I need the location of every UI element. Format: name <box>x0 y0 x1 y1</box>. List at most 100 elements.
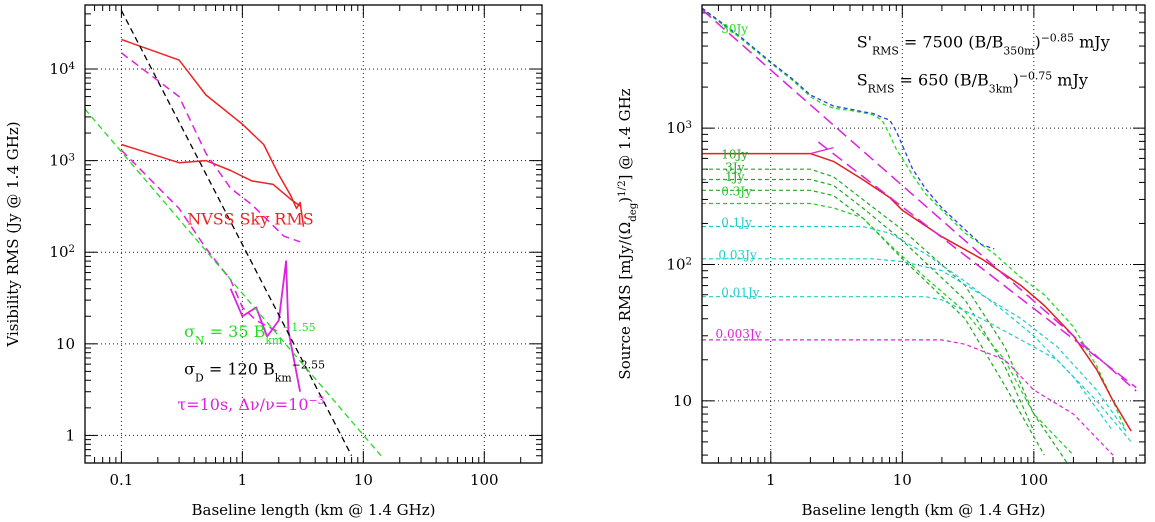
flux-level-label: 30Jy <box>721 22 748 36</box>
y-tick-label-exponent: 3 <box>686 120 692 131</box>
y-tick-label-base: 10 <box>49 60 68 78</box>
y-tick-label-base: 10 <box>56 335 75 353</box>
text-part: mJy <box>1052 71 1088 90</box>
y-axis-label: Visibility RMS (Jy @ 1.4 GHz) <box>4 121 22 347</box>
text-part: ) <box>1034 33 1040 52</box>
flux-level-label: 0.03Jy <box>718 248 757 262</box>
chart-annotation: σN = 35 Bkm−1.55 <box>184 321 316 347</box>
text-part: S <box>857 71 868 90</box>
series-line <box>85 108 382 457</box>
text-part: N <box>195 334 205 347</box>
y-tick-label: 103 <box>49 152 75 170</box>
x-tick-label: 1 <box>238 471 248 489</box>
x-tick-label: 1 <box>766 471 776 489</box>
text-part: S' <box>857 33 872 52</box>
y-tick-label-exponent: 2 <box>69 244 75 255</box>
x-tick-label: 10 <box>893 471 912 489</box>
x-axis-label: Baseline length (km @ 1.4 GHz) <box>802 501 1046 519</box>
flux-level-label: 10Jy <box>721 147 748 161</box>
text-part: = 35 B <box>205 322 266 341</box>
text-part: 350m <box>1003 44 1035 57</box>
series-line <box>702 9 1137 392</box>
series-line <box>702 7 995 250</box>
x-tick-label: 100 <box>1020 471 1049 489</box>
y-tick-label-exponent: 4 <box>69 61 75 72</box>
flux-level-label: 0.01Jy <box>721 286 760 300</box>
series-group <box>85 10 382 457</box>
series-line <box>702 225 1114 432</box>
series-line <box>120 52 301 243</box>
text-part: −0.75 <box>1019 69 1052 82</box>
series-line <box>702 152 1132 432</box>
chart-annotation: SRMS = 650 (B/B3km)−0.75 mJy <box>857 69 1088 95</box>
text-part: ] @ 1.4 GHz <box>616 88 634 180</box>
chart-annotation: σD = 120 Bkm−2.55 <box>184 358 325 384</box>
series-line <box>702 339 1114 456</box>
text-part: km <box>275 371 293 384</box>
series-line <box>120 149 282 335</box>
series-line <box>229 260 301 392</box>
flux-level-label: 3Jy <box>725 161 744 175</box>
text-part: = 650 (B/B <box>894 71 988 90</box>
x-axis-label: Baseline length (km @ 1.4 GHz) <box>192 501 436 519</box>
y-tick-label-base: 10 <box>673 392 692 410</box>
flux-level-label: 1Jy <box>725 170 744 184</box>
text-part: D <box>195 371 204 384</box>
series-line <box>817 141 1137 389</box>
text-part: −2.55 <box>292 358 325 371</box>
text-part: 3km <box>989 82 1014 95</box>
chart-annotation: τ=10s, Δν/ν=10−3 <box>177 393 324 414</box>
series-line <box>121 38 305 227</box>
series-line <box>702 8 1127 432</box>
y-tick-label-exponent: 2 <box>686 256 692 267</box>
text-part: 1/2 <box>617 180 628 196</box>
text-part: σ <box>184 322 195 341</box>
series-line <box>810 146 834 155</box>
text-part: RMS <box>872 44 899 57</box>
y-tick-label: 10 <box>673 392 692 410</box>
y-tick-label: 10 <box>56 335 75 353</box>
y-tick-label: 104 <box>49 60 75 78</box>
text-part: km <box>265 334 283 347</box>
flux-level-label: 0.1Jy <box>721 215 752 229</box>
x-tick-label: 100 <box>470 471 499 489</box>
text-part: deg <box>628 202 639 222</box>
x-tick-label: 10 <box>354 471 373 489</box>
text-part: −1.55 <box>282 321 315 334</box>
y-tick-label-base: 10 <box>49 152 68 170</box>
series-group <box>702 7 1137 463</box>
series-line <box>702 258 1127 432</box>
text-part: mJy <box>1074 33 1110 52</box>
text-part: ) <box>616 197 634 203</box>
y-tick-label-base: 10 <box>666 255 685 273</box>
text-part: −0.85 <box>1041 31 1074 44</box>
y-tick-label-base: 10 <box>666 119 685 137</box>
series-line <box>702 168 1068 463</box>
series-line <box>702 202 1074 456</box>
series-line <box>702 189 1045 456</box>
text-part: σ <box>184 360 195 379</box>
text-part: ) <box>1013 71 1019 90</box>
series-line <box>120 10 353 456</box>
text-part: = 7500 (B/B <box>899 33 1004 52</box>
text-part: RMS <box>868 82 895 95</box>
y-tick-label-base: 10 <box>49 243 68 261</box>
x-tick-label: 0.1 <box>109 471 133 489</box>
flux-level-label: 0.003Jy <box>716 327 762 341</box>
text-part: Source RMS [mJy/(Ω <box>616 222 634 380</box>
y-tick-label-exponent: 3 <box>69 152 75 163</box>
text-part: = 120 B <box>204 360 275 379</box>
text-part: NVSS Sky RMS <box>187 210 313 229</box>
y-tick-label: 1 <box>65 426 75 444</box>
y-tick-label: 102 <box>666 255 692 273</box>
text-part: τ=10s, Δν/ν=10 <box>177 395 308 414</box>
y-axis-label: Source RMS [mJy/(Ωdeg)1/2] @ 1.4 GHz <box>616 88 639 379</box>
chart-annotation: NVSS Sky RMS <box>187 210 313 229</box>
y-tick-label-base: 1 <box>65 426 75 444</box>
flux-level-label: 0.3Jy <box>721 185 752 199</box>
text-part: −3 <box>309 393 325 406</box>
y-tick-label: 103 <box>666 119 692 137</box>
series-line <box>121 143 301 207</box>
